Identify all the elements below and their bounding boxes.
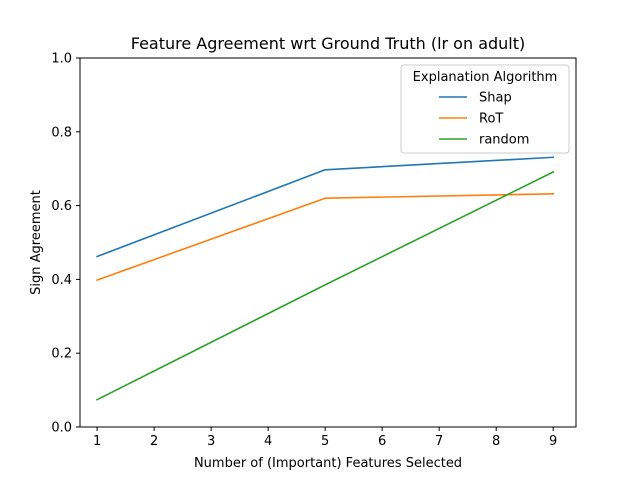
series-line-rot [96, 192, 555, 282]
legend-label-shap: Shap [479, 91, 512, 106]
plot-area [96, 156, 555, 401]
legend-title: Explanation Algorithm [413, 70, 558, 85]
x-tick-label: 1 [93, 434, 101, 449]
x-tick-label: 4 [264, 434, 272, 449]
y-tick-label: 0.2 [51, 347, 72, 362]
axes-frame [79, 57, 577, 428]
y-axis-label: Sign Agreement [29, 190, 44, 295]
x-tick-label: 8 [492, 434, 500, 449]
chart-title: Feature Agreement wrt Ground Truth (lr o… [131, 34, 526, 53]
x-tick-label: 7 [435, 434, 443, 449]
y-tick-label: 1.0 [51, 52, 72, 67]
x-tick-label: 5 [321, 434, 329, 449]
x-tick-label: 6 [378, 434, 386, 449]
legend-items: Shap RoT random [439, 91, 529, 148]
x-axis: 1 2 3 4 5 6 7 8 9 [93, 427, 557, 449]
legend: Explanation Algorithm Shap RoT random [400, 64, 570, 154]
y-tick-label: 0.4 [51, 273, 72, 288]
legend-label-random: random [479, 133, 529, 148]
x-axis-label: Number of (Important) Features Selected [194, 456, 462, 471]
x-tick-label: 2 [150, 434, 158, 449]
y-tick-label: 0.0 [51, 421, 72, 436]
x-tick-label: 9 [549, 434, 557, 449]
x-tick-label: 3 [207, 434, 215, 449]
y-tick-label: 0.6 [51, 199, 72, 214]
legend-box [400, 64, 570, 154]
series-line-shap [96, 156, 555, 258]
y-tick-label: 0.8 [51, 125, 72, 140]
legend-label-rot: RoT [479, 112, 503, 127]
y-axis: 0.0 0.2 0.4 0.6 0.8 1.0 [51, 52, 80, 436]
series-line-random [96, 170, 555, 401]
